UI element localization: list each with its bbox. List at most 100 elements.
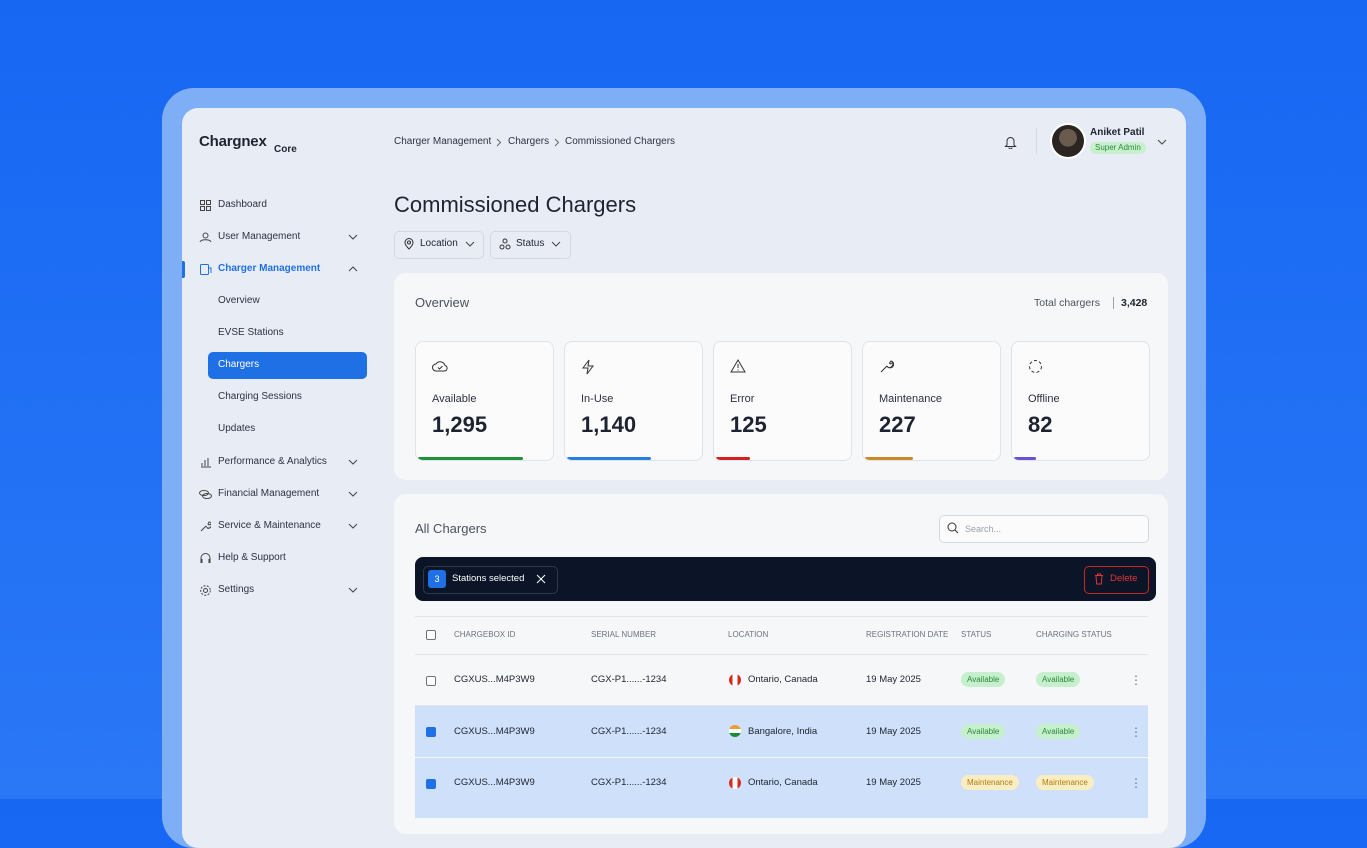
cell: 19 May 2025 (866, 777, 921, 788)
nav-item[interactable]: Service & Maintenance (218, 520, 321, 531)
cell: CGX-P1......-1234 (591, 726, 667, 737)
breadcrumb-current: Commissioned Chargers (565, 136, 676, 147)
nav-icon (199, 489, 212, 500)
cell: CGX-P1......-1234 (591, 674, 667, 685)
sub-nav-item[interactable]: Charging Sessions (218, 391, 302, 402)
column-header: STATUS (961, 630, 992, 639)
filter-label[interactable]: Location (420, 238, 458, 249)
search-icon (947, 522, 959, 534)
nav-item-active[interactable]: Charger Management (218, 263, 321, 274)
chargers-title: All Chargers (415, 521, 487, 536)
active-nav-bg (208, 352, 367, 379)
row-checkbox[interactable] (426, 727, 436, 737)
row-checkbox[interactable] (426, 676, 436, 686)
row-selected-bg (415, 706, 1148, 757)
chevron[interactable] (348, 234, 358, 240)
nav-icon (200, 553, 211, 564)
card-value: 1,140 (581, 412, 637, 437)
breadcrumb-separator (496, 138, 502, 147)
overview-title: Overview (415, 295, 470, 310)
stat-card: Maintenance 227 (862, 341, 1001, 461)
status-pill: Available (1036, 672, 1081, 687)
chevron[interactable] (348, 491, 358, 497)
selection-chip (423, 566, 558, 594)
card-label: Offline (1028, 393, 1060, 405)
filter-label[interactable]: Status (516, 238, 545, 249)
brand-name: Chargnex (199, 133, 267, 150)
card-label: Available (432, 393, 477, 405)
nav-icon (200, 521, 211, 532)
nav-item[interactable]: Performance & Analytics (218, 456, 327, 467)
row-menu[interactable]: ⋮ (1130, 673, 1142, 687)
selection-count: 3 (428, 570, 446, 588)
selection-label: Stations selected (452, 573, 525, 584)
delete-button[interactable] (1084, 566, 1149, 594)
status-pill: Available (961, 672, 1006, 687)
divider (415, 654, 1148, 655)
user-menu-chevron[interactable] (1157, 139, 1167, 145)
nav-icon (200, 200, 211, 211)
card-icon (730, 359, 746, 373)
delete-label[interactable]: Delete (1110, 573, 1138, 584)
column-header: CHARGEBOX ID (454, 630, 516, 639)
card-value: 1,295 (432, 412, 488, 437)
nav-icon (199, 232, 212, 243)
nav-item[interactable]: User Management (218, 231, 301, 242)
filter-location[interactable] (394, 231, 484, 259)
breadcrumb-separator (554, 138, 560, 147)
nav-icon (200, 264, 212, 275)
card-bar (418, 457, 523, 460)
nav-icon (200, 457, 211, 468)
row-menu[interactable]: ⋮ (1130, 725, 1142, 739)
chevron (551, 241, 561, 247)
divider (415, 705, 1148, 706)
nav-item[interactable]: Financial Management (218, 488, 320, 499)
sub-nav-item-active[interactable]: Chargers (218, 359, 260, 370)
status-icon (499, 238, 511, 250)
card-label: Maintenance (879, 393, 942, 405)
sub-nav-item[interactable]: Updates (218, 423, 256, 434)
card-icon (432, 361, 448, 372)
card-bar (865, 457, 913, 460)
chevron[interactable] (348, 587, 358, 593)
active-indicator (182, 261, 185, 278)
cell: Bangalore, India (748, 726, 818, 737)
row-checkbox[interactable] (426, 779, 436, 789)
breadcrumb-item[interactable]: Charger Management (394, 136, 492, 147)
status-pill: Available (961, 724, 1006, 739)
cell: CGX-P1......-1234 (591, 777, 667, 788)
card-icon (1029, 360, 1042, 373)
notification-bell[interactable] (1004, 135, 1017, 149)
card-label: Error (730, 393, 755, 405)
cell: CGXUS...M4P3W9 (454, 674, 535, 685)
chevron[interactable] (348, 523, 358, 529)
stat-card: Offline 82 (1011, 341, 1150, 461)
card-value: 82 (1028, 412, 1053, 437)
stat-card: In-Use 1,140 (564, 341, 703, 461)
chevron[interactable] (348, 266, 358, 272)
filter-status[interactable] (490, 231, 571, 259)
cell: 19 May 2025 (866, 674, 921, 685)
divider (1113, 297, 1114, 309)
column-header: CHARGING STATUS (1036, 630, 1112, 639)
select-all-checkbox[interactable] (426, 630, 436, 640)
card-value: 125 (730, 412, 767, 437)
sub-nav-item[interactable]: EVSE Stations (218, 327, 284, 338)
card-bar (716, 457, 750, 460)
stat-card: Error 125 (713, 341, 852, 461)
flag (729, 777, 741, 789)
clear-selection[interactable] (536, 574, 546, 584)
status-pill: Available (1036, 724, 1081, 739)
avatar[interactable] (1052, 125, 1084, 157)
search-box[interactable] (939, 515, 1149, 543)
column-header: REGISTRATION DATE (866, 630, 949, 639)
chevron[interactable] (348, 459, 358, 465)
nav-item[interactable]: Settings (218, 584, 255, 595)
user-name: Aniket Patil (1090, 127, 1145, 138)
row-menu[interactable]: ⋮ (1130, 776, 1142, 790)
card-bar (567, 457, 651, 460)
nav-item[interactable]: Dashboard (218, 199, 267, 210)
sub-nav-item[interactable]: Overview (218, 295, 260, 306)
breadcrumb-item[interactable]: Chargers (508, 136, 550, 147)
nav-item[interactable]: Help & Support (218, 552, 286, 563)
